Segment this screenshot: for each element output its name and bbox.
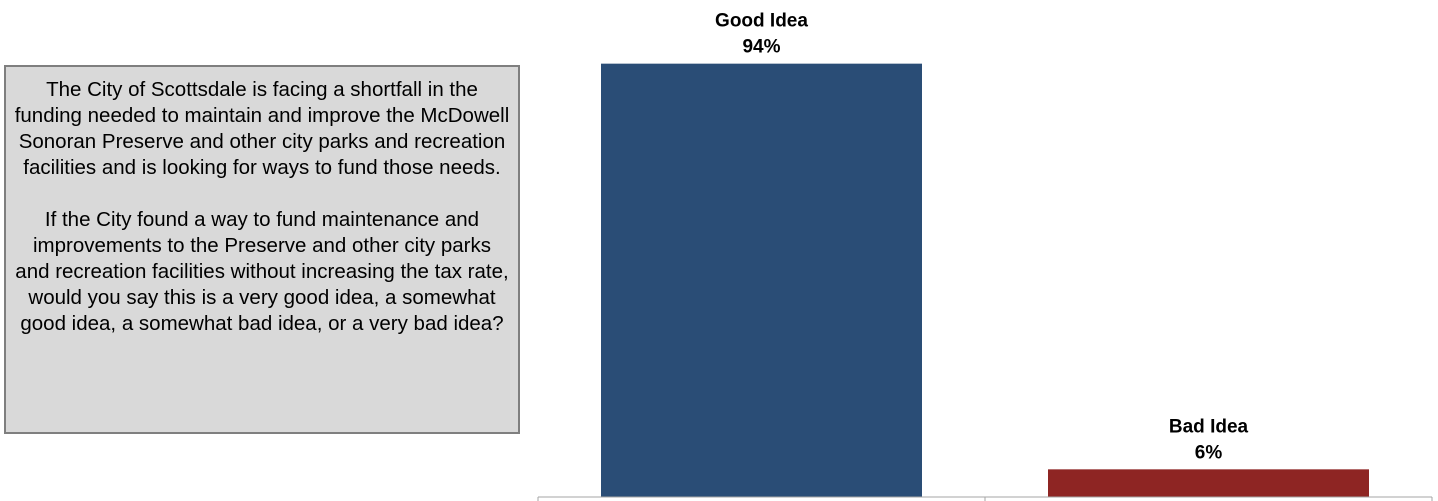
category-label: Bad Idea bbox=[1169, 416, 1249, 437]
data-label: 6% bbox=[1195, 442, 1223, 463]
category-label: Good Idea bbox=[715, 11, 808, 32]
data-label: 94% bbox=[742, 37, 780, 58]
question-paragraph-2: If the City found a way to fund maintena… bbox=[15, 208, 509, 335]
question-box: The City of Scottsdale is facing a short… bbox=[4, 65, 520, 434]
question-paragraph-1: The City of Scottsdale is facing a short… bbox=[14, 78, 510, 179]
bar-good-idea bbox=[601, 63, 922, 497]
bar-bad-idea bbox=[1048, 469, 1369, 497]
